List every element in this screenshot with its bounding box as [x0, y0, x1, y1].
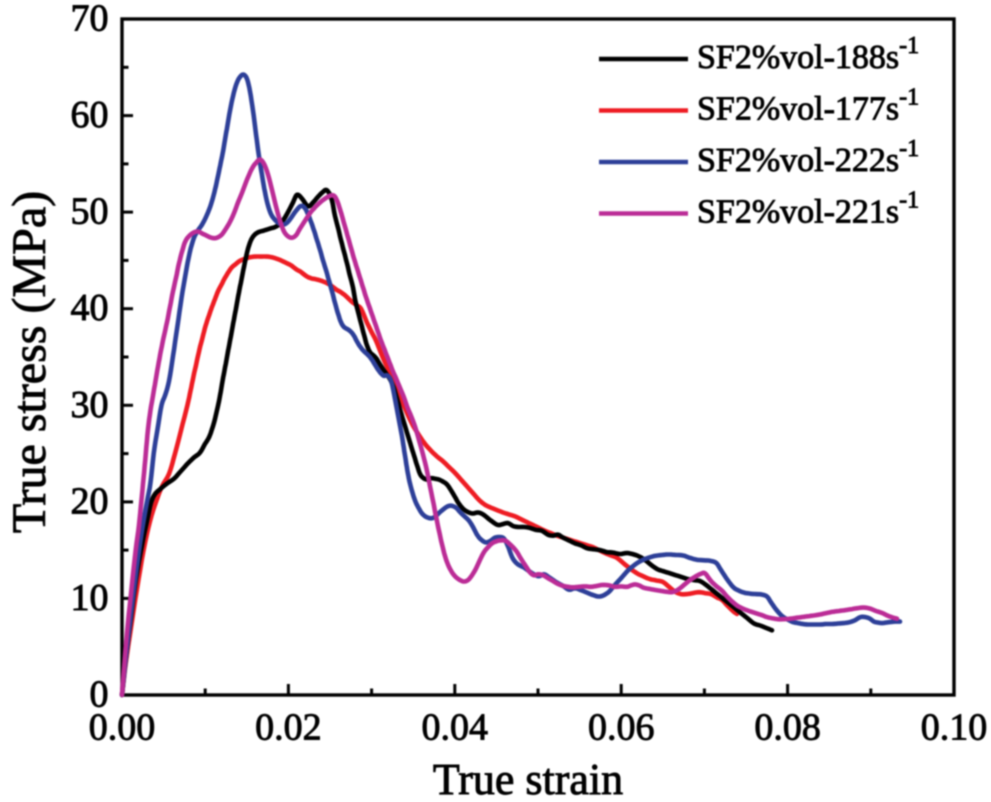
svg-text:SF2%vol-221s-1: SF2%vol-221s-1 [697, 188, 919, 231]
svg-text:20: 20 [71, 480, 109, 522]
svg-text:30: 30 [71, 384, 109, 426]
svg-text:10: 10 [71, 577, 109, 619]
svg-text:0.08: 0.08 [754, 707, 821, 749]
svg-text:0.02: 0.02 [255, 707, 322, 749]
svg-text:True strain: True strain [433, 755, 623, 802]
svg-text:60: 60 [71, 94, 109, 136]
svg-text:0: 0 [90, 674, 109, 716]
svg-text:True stress (MPa): True stress (MPa) [3, 191, 56, 533]
svg-text:SF2%vol-222s-1: SF2%vol-222s-1 [697, 136, 919, 179]
svg-text:70: 70 [71, 0, 109, 40]
svg-text:SF2%vol-188s-1: SF2%vol-188s-1 [697, 33, 919, 76]
svg-text:0.04: 0.04 [422, 707, 489, 749]
svg-text:50: 50 [71, 191, 109, 233]
svg-text:0.10: 0.10 [921, 707, 988, 749]
svg-text:40: 40 [71, 287, 109, 329]
svg-text:0.00: 0.00 [89, 707, 156, 749]
svg-text:0.06: 0.06 [588, 707, 655, 749]
svg-text:SF2%vol-177s-1: SF2%vol-177s-1 [697, 85, 919, 128]
